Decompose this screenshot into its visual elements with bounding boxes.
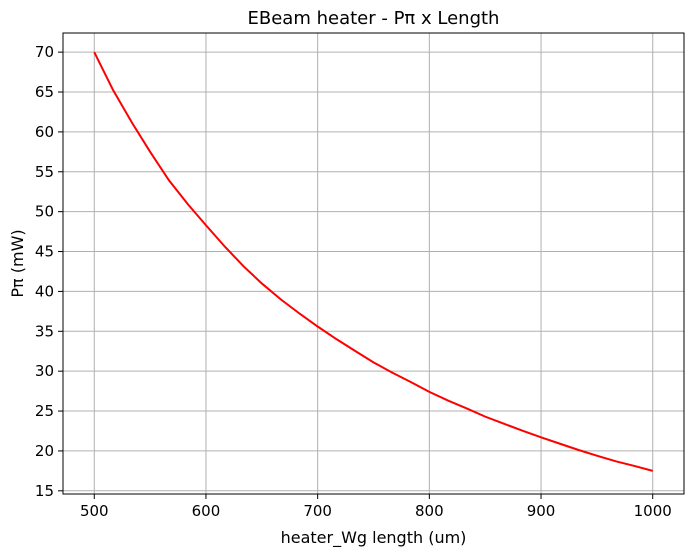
y-tick-label: 65 [35,83,54,101]
y-tick-label: 60 [35,123,54,141]
y-tick-label: 30 [35,362,54,380]
y-tick-label: 70 [35,43,54,61]
x-tick-label: 600 [192,502,221,520]
y-tick-label: 50 [35,203,54,221]
y-tick-label: 35 [35,322,54,340]
tick-layer: 500 600 700 800 900 1000 15 20 25 30 35 40 45 50 55 60 6… [35,43,672,520]
x-axis-label: heater_Wg length (um) [281,528,467,548]
plot-frame [62,32,685,495]
y-tick-label: 55 [35,163,54,181]
x-tick-label: 1000 [634,502,672,520]
y-axis-label: Pπ (mW) [8,229,27,297]
grid-layer [63,33,684,494]
y-tick-label: 25 [35,402,54,420]
y-tick-label: 40 [35,282,54,300]
x-tick-label: 700 [303,502,332,520]
x-tick-label: 900 [527,502,556,520]
series-layer [93,51,653,472]
y-tick-label: 20 [35,442,54,460]
x-tick-label: 500 [80,502,109,520]
y-tick-label: 15 [35,482,54,500]
x-tick-label: 800 [415,502,444,520]
series-line [93,51,653,472]
y-tick-label: 45 [35,243,54,261]
chart-title: EBeam heater - Pπ x Length [248,8,500,29]
